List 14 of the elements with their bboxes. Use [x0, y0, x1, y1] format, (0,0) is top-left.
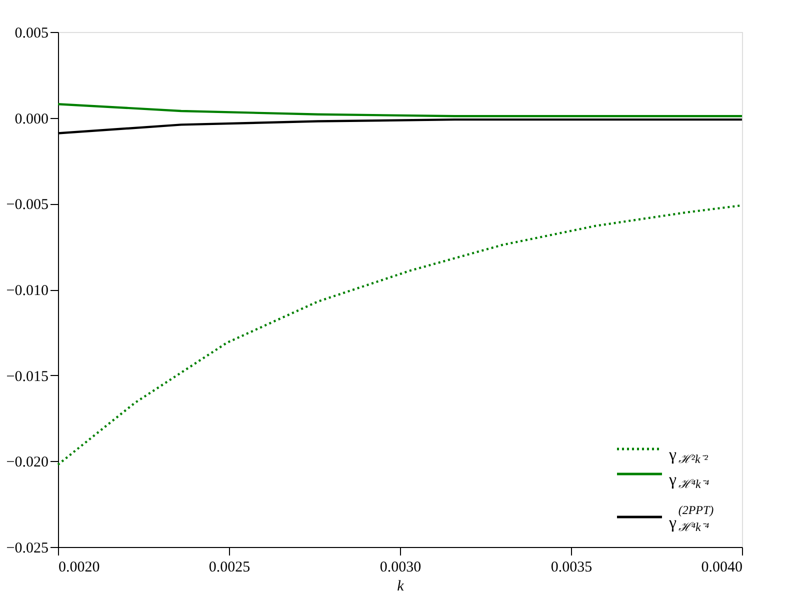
y-tick-label: −0.020 [6, 454, 48, 471]
x-tick-label: 0.0040 [701, 560, 742, 576]
x-tick-label: 0.0030 [380, 560, 422, 576]
x-tick-label: 0.0035 [550, 560, 592, 576]
y-tick-label: −0.025 [6, 540, 48, 556]
y-tick-label: 0.000 [14, 111, 48, 128]
x-axis-title: k [397, 578, 404, 594]
y-tick-label: 0.005 [14, 26, 48, 42]
y-tick-label: −0.015 [6, 368, 48, 385]
y-tick-label: −0.010 [6, 283, 48, 299]
x-tick-label: 0.0025 [208, 560, 250, 576]
x-tick-label: 0.0020 [58, 560, 100, 576]
line-series [56, 103, 744, 118]
y-tick-label: −0.005 [6, 197, 48, 214]
